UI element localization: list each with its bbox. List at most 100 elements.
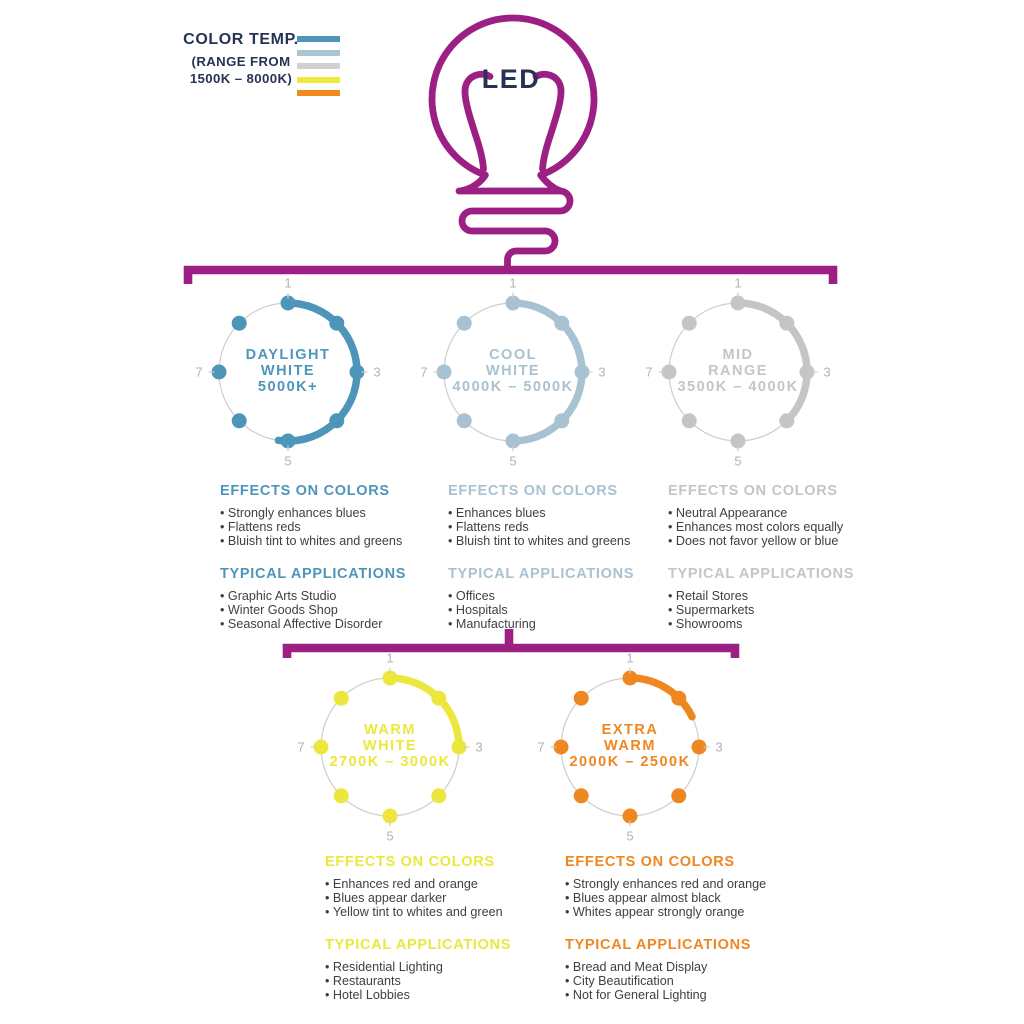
info-cool-white: EFFECTS ON COLORS Enhances blues Flatten…: [448, 483, 670, 648]
applications-list: Graphic Arts Studio Winter Goods Shop Se…: [220, 589, 442, 632]
svg-text:DAYLIGHT: DAYLIGHT: [246, 347, 331, 363]
applications-list: Bread and Meat Display City Beautificati…: [565, 960, 787, 1003]
applications-item: Bread and Meat Display: [565, 960, 787, 974]
applications-item: Showrooms: [668, 617, 890, 631]
effects-item: Yellow tint to whites and green: [325, 905, 547, 919]
effects-item: Strongly enhances red and orange: [565, 877, 787, 891]
svg-text:3: 3: [598, 365, 605, 380]
svg-text:MID: MID: [722, 347, 753, 363]
effects-heading: EFFECTS ON COLORS: [325, 854, 495, 870]
effects-list: Strongly enhances red and orange Blues a…: [565, 877, 787, 920]
applications-item: Graphic Arts Studio: [220, 589, 442, 603]
effects-item: Flattens reds: [220, 520, 442, 534]
applications-item: Hospitals: [448, 603, 670, 617]
effects-list: Enhances blues Flattens reds Bluish tint…: [448, 506, 670, 549]
svg-text:5000K+: 5000K+: [258, 379, 318, 395]
svg-text:2000K – 2500K: 2000K – 2500K: [569, 754, 690, 770]
swatch-warm-white: [297, 76, 340, 83]
svg-text:1: 1: [734, 276, 741, 291]
svg-text:5: 5: [509, 454, 516, 469]
info-extra-warm: EFFECTS ON COLORS Strongly enhances red …: [565, 854, 787, 1019]
applications-item: Residential Lighting: [325, 960, 547, 974]
svg-text:EXTRA: EXTRA: [602, 722, 659, 738]
info-mid-range: EFFECTS ON COLORS Neutral Appearance Enh…: [668, 483, 890, 648]
effects-item: Flattens reds: [448, 520, 670, 534]
svg-text:7: 7: [297, 740, 304, 755]
applications-item: Seasonal Affective Disorder: [220, 617, 442, 631]
applications-list: Residential Lighting Restaurants Hotel L…: [325, 960, 547, 1003]
effects-item: Blues appear almost black: [565, 891, 787, 905]
effects-item: Enhances most colors equally: [668, 520, 890, 534]
svg-text:4000K – 5000K: 4000K – 5000K: [452, 379, 573, 395]
effects-item: Enhances blues: [448, 506, 670, 520]
applications-item: Restaurants: [325, 974, 547, 988]
svg-text:3: 3: [823, 365, 830, 380]
applications-heading: TYPICAL APPLICATIONS: [668, 565, 855, 582]
legend-swatch-column: [297, 36, 340, 104]
effects-list: Enhances red and orange Blues appear dar…: [325, 877, 547, 920]
svg-text:1: 1: [284, 276, 291, 291]
svg-text:WHITE: WHITE: [486, 363, 540, 379]
applications-item: Supermarkets: [668, 603, 890, 617]
info-warm-white: EFFECTS ON COLORS Enhances red and orang…: [325, 854, 547, 1019]
applications-heading: TYPICAL APPLICATIONS: [565, 936, 752, 953]
effects-item: Neutral Appearance: [668, 506, 890, 520]
effects-heading: EFFECTS ON COLORS: [668, 483, 838, 499]
svg-text:3: 3: [373, 365, 380, 380]
color-temp-legend: COLOR TEMP. (RANGE FROM 1500K – 8000K): [178, 31, 304, 87]
effects-list: Strongly enhances blues Flattens reds Bl…: [220, 506, 442, 549]
svg-text:1: 1: [626, 651, 633, 666]
applications-heading: TYPICAL APPLICATIONS: [220, 565, 407, 582]
svg-text:7: 7: [645, 365, 652, 380]
svg-text:1: 1: [509, 276, 516, 291]
led-label: LED: [482, 64, 541, 94]
applications-heading: TYPICAL APPLICATIONS: [448, 565, 635, 582]
effects-list: Neutral Appearance Enhances most colors …: [668, 506, 890, 549]
svg-text:WHITE: WHITE: [363, 738, 417, 754]
applications-item: Retail Stores: [668, 589, 890, 603]
legend-title: COLOR TEMP.: [183, 31, 299, 48]
effects-item: Enhances red and orange: [325, 877, 547, 891]
swatch-daylight-white: [297, 36, 340, 42]
effects-item: Strongly enhances blues: [220, 506, 442, 520]
bulb-outline: [428, 14, 598, 195]
svg-text:COOL: COOL: [489, 347, 537, 363]
svg-text:5: 5: [626, 829, 633, 844]
svg-text:WARM: WARM: [604, 738, 656, 754]
legend-subtitle-line1: (RANGE FROM: [191, 54, 291, 69]
effects-item: Blues appear darker: [325, 891, 547, 905]
effects-item: Bluish tint to whites and greens: [220, 534, 442, 548]
effects-heading: EFFECTS ON COLORS: [448, 483, 618, 499]
applications-list: Retail Stores Supermarkets Showrooms: [668, 589, 890, 632]
legend-subtitle-line2: 1500K – 8000K): [189, 70, 293, 86]
svg-text:3: 3: [475, 740, 482, 755]
applications-heading: TYPICAL APPLICATIONS: [325, 936, 512, 953]
svg-text:WARM: WARM: [364, 722, 416, 738]
svg-text:WHITE: WHITE: [261, 363, 315, 379]
applications-item: Offices: [448, 589, 670, 603]
applications-list: Offices Hospitals Manufacturing: [448, 589, 670, 632]
svg-text:5: 5: [386, 829, 393, 844]
applications-item: City Beautification: [565, 974, 787, 988]
bulb-filament-left: [461, 70, 494, 173]
effects-heading: EFFECTS ON COLORS: [565, 854, 735, 870]
led-bulb-illustration: LED: [428, 14, 598, 273]
svg-text:7: 7: [420, 365, 427, 380]
applications-item: Hotel Lobbies: [325, 988, 547, 1002]
effects-item: Whites appear strongly orange: [565, 905, 787, 919]
svg-text:7: 7: [195, 365, 202, 380]
svg-text:5: 5: [734, 454, 741, 469]
applications-item: Manufacturing: [448, 617, 670, 631]
svg-text:2700K – 3000K: 2700K – 3000K: [329, 754, 450, 770]
info-daylight-white: EFFECTS ON COLORS Strongly enhances blue…: [220, 483, 442, 648]
bulb-filament-right: [532, 70, 565, 173]
svg-text:RANGE: RANGE: [708, 363, 768, 379]
effects-item: Bluish tint to whites and greens: [448, 534, 670, 548]
svg-text:3500K – 4000K: 3500K – 4000K: [677, 379, 798, 395]
swatch-cool-white: [297, 49, 340, 56]
